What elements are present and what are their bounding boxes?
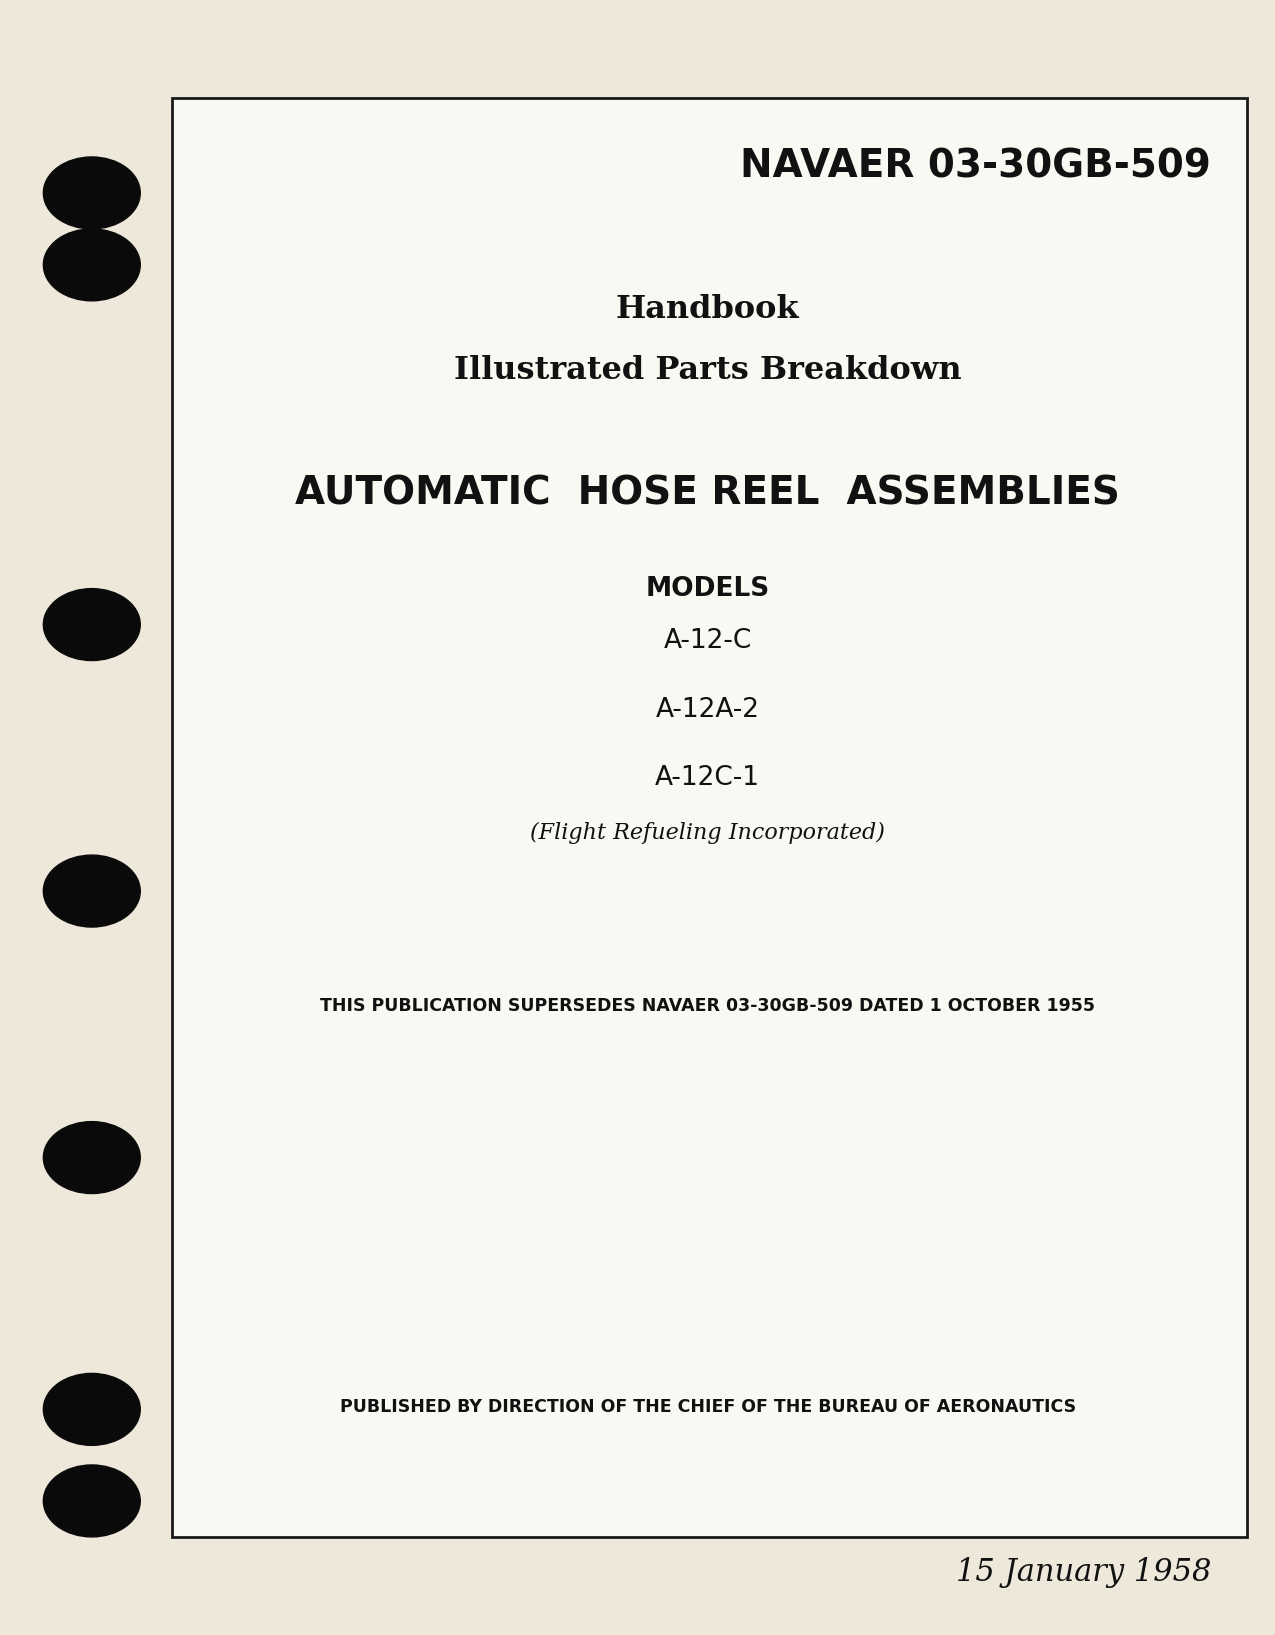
Text: A-12-C: A-12-C bbox=[663, 628, 752, 654]
Text: A-12C-1: A-12C-1 bbox=[655, 765, 760, 791]
Ellipse shape bbox=[43, 589, 140, 661]
Text: Handbook: Handbook bbox=[616, 294, 799, 325]
Text: PUBLISHED BY DIRECTION OF THE CHIEF OF THE BUREAU OF AERONAUTICS: PUBLISHED BY DIRECTION OF THE CHIEF OF T… bbox=[339, 1398, 1076, 1416]
Text: Illustrated Parts Breakdown: Illustrated Parts Breakdown bbox=[454, 355, 961, 386]
Text: NAVAER 03-30GB-509: NAVAER 03-30GB-509 bbox=[741, 147, 1211, 185]
Text: (Flight Refueling Incorporated): (Flight Refueling Incorporated) bbox=[530, 822, 885, 845]
Ellipse shape bbox=[43, 1122, 140, 1194]
Text: AUTOMATIC  HOSE REEL  ASSEMBLIES: AUTOMATIC HOSE REEL ASSEMBLIES bbox=[296, 474, 1119, 512]
Bar bbox=[172, 98, 1247, 1537]
Ellipse shape bbox=[43, 157, 140, 229]
Ellipse shape bbox=[43, 229, 140, 301]
Text: THIS PUBLICATION SUPERSEDES NAVAER 03-30GB-509 DATED 1 OCTOBER 1955: THIS PUBLICATION SUPERSEDES NAVAER 03-30… bbox=[320, 997, 1095, 1015]
Ellipse shape bbox=[43, 1465, 140, 1537]
Ellipse shape bbox=[43, 1373, 140, 1445]
Ellipse shape bbox=[43, 855, 140, 927]
Text: A-12A-2: A-12A-2 bbox=[655, 697, 760, 723]
Text: 15 January 1958: 15 January 1958 bbox=[956, 1557, 1211, 1588]
Text: MODELS: MODELS bbox=[645, 576, 770, 602]
